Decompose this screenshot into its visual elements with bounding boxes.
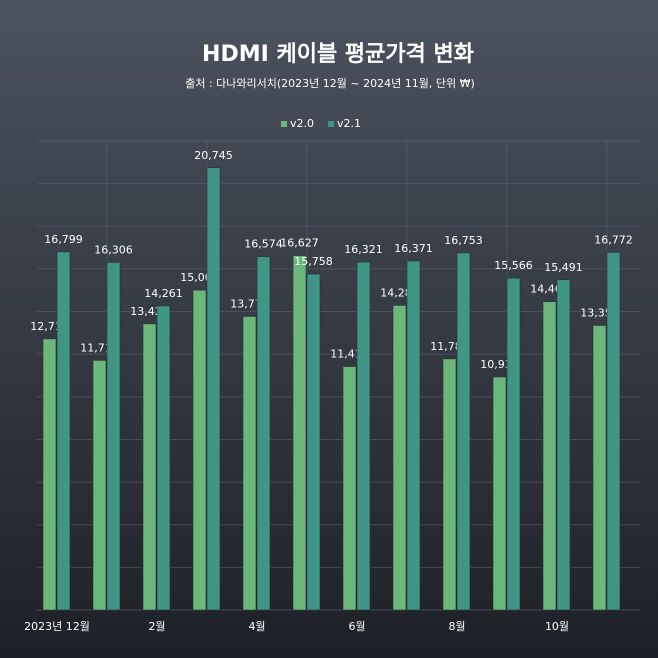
bar — [406, 260, 421, 611]
legend-swatch — [281, 121, 287, 127]
bar — [192, 289, 207, 611]
bar — [106, 262, 121, 611]
value-label: 16,753 — [444, 234, 483, 247]
bar — [56, 251, 71, 611]
value-label: 16,799 — [44, 233, 83, 246]
bar — [392, 305, 407, 611]
x-tick-label: 6월 — [348, 620, 365, 633]
bar — [606, 252, 621, 611]
value-label: 15,566 — [494, 259, 533, 272]
legend-label: v2.0 — [290, 117, 314, 130]
bar — [206, 167, 221, 611]
bar — [156, 305, 171, 611]
chart-subtitle: 출처 : 다나와리서치(2023년 12월 ~ 2024년 11월, 단위 ₩) — [185, 77, 475, 90]
x-tick-label: 2월 — [148, 620, 165, 633]
chart-title: HDMI 케이블 평균가격 변화 — [202, 42, 474, 67]
bar — [142, 323, 157, 611]
value-label: 14,261 — [144, 287, 183, 300]
x-tick-label: 4월 — [248, 620, 265, 633]
legend-label: v2.1 — [337, 117, 361, 130]
value-label: 16,772 — [594, 233, 633, 246]
bar — [592, 325, 607, 611]
value-label: 16,627 — [280, 237, 319, 250]
bar — [42, 338, 57, 611]
value-label: 16,574 — [244, 238, 283, 251]
bar — [306, 273, 321, 611]
bar — [92, 360, 107, 611]
bar — [342, 366, 357, 611]
value-label: 20,745 — [194, 149, 233, 162]
value-label: 16,371 — [394, 242, 433, 255]
value-label: 16,321 — [344, 243, 383, 256]
bar — [242, 316, 257, 611]
bar — [492, 376, 507, 611]
bar — [256, 256, 271, 611]
bar — [542, 301, 557, 611]
x-tick-label: 2023년 12월 — [24, 620, 90, 633]
value-label: 15,491 — [544, 261, 583, 274]
bar — [292, 255, 307, 611]
x-tick-label: 8월 — [448, 620, 465, 633]
legend-swatch — [328, 121, 334, 127]
x-tick-label: 10월 — [545, 620, 569, 633]
bar — [456, 252, 471, 611]
value-label: 15,758 — [294, 255, 333, 268]
bar — [506, 277, 521, 611]
bar — [556, 279, 571, 611]
bar — [442, 358, 457, 611]
bar — [356, 261, 371, 611]
value-label: 16,306 — [94, 243, 133, 256]
